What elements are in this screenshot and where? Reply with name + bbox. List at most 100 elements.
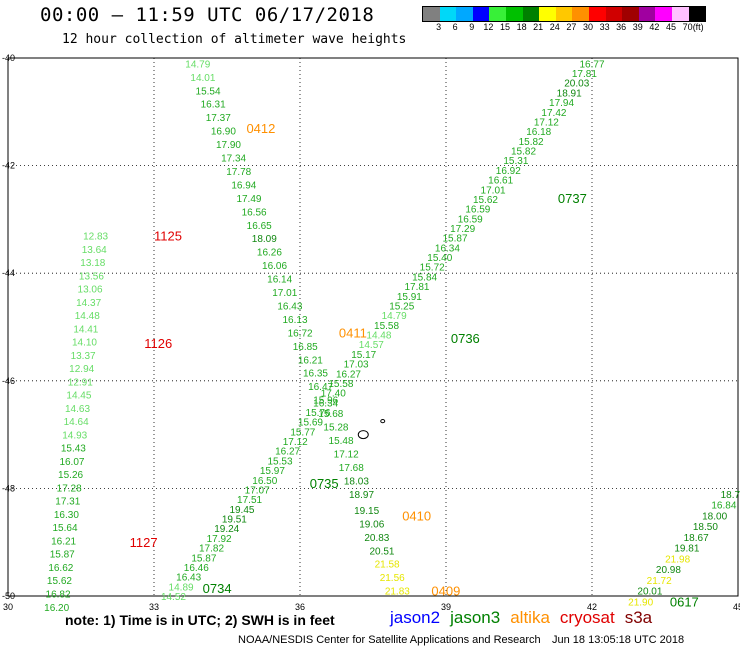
wave-height-value: 13.18	[80, 258, 105, 269]
legend-swatch	[539, 7, 556, 21]
wave-height-value: 15.84	[412, 272, 437, 283]
legend-swatch	[522, 7, 540, 21]
pass-id-label: 1125	[154, 229, 182, 244]
wave-height-value: 16.14	[267, 275, 292, 286]
wave-height-value: 15.28	[323, 423, 348, 434]
wave-height-value: 16.56	[242, 207, 267, 218]
wave-height-value: 14.37	[76, 298, 101, 309]
legend-label: 3	[436, 22, 442, 32]
wave-height-value: 14.79	[185, 59, 210, 70]
wave-height-value: 14.57	[359, 340, 384, 351]
wave-height-value: 16.21	[298, 355, 323, 366]
wave-height-value: 18.91	[557, 88, 582, 99]
wave-height-value: 13.64	[82, 245, 107, 256]
wave-height-value: 21.72	[647, 576, 672, 587]
wave-height-value: 14.79	[382, 311, 407, 322]
wave-height-value: 15.87	[50, 550, 75, 561]
legend-swatch	[472, 7, 490, 21]
wave-height-value: 16.18	[526, 127, 551, 138]
wave-height-value: 18.09	[252, 234, 277, 245]
legend-swatch	[638, 7, 656, 21]
longitude-label: 45	[733, 602, 740, 612]
wave-height-value: 17.68	[339, 463, 364, 474]
wave-height-value: 16.35	[303, 369, 328, 380]
wave-height-value: 17.90	[216, 140, 241, 151]
wave-height-value: 17.29	[450, 224, 475, 235]
wave-height-value: 15.26	[58, 470, 83, 481]
map-subtitle: 12 hour collection of altimeter wave hei…	[62, 32, 407, 47]
wave-height-value: 20.83	[364, 533, 389, 544]
wave-height-value: 16.94	[231, 180, 256, 191]
pass-id-label: 0735	[310, 476, 339, 491]
wave-height-value: 15.17	[351, 350, 376, 361]
wave-height-value: 20.98	[656, 565, 681, 576]
legend-label: 39	[632, 22, 643, 32]
wave-height-value: 14.52	[161, 592, 186, 603]
wave-height-value: 14.10	[72, 338, 97, 349]
legend-label: (ft)	[692, 22, 704, 32]
wave-height-value: 17.07	[245, 485, 270, 496]
pass-id-label: 0409	[431, 584, 460, 599]
wave-height-value: 17.03	[344, 360, 369, 371]
wave-height-value: 19.24	[214, 524, 239, 535]
wave-height-value: 17.12	[334, 449, 359, 460]
wave-height-value: 17.51	[237, 495, 262, 506]
wave-height-value: 15.96	[313, 396, 338, 407]
legend-label: 18	[516, 22, 527, 32]
legend-label: 9	[469, 22, 475, 32]
pass-id-label: 0737	[558, 191, 587, 206]
island-outline	[357, 430, 369, 440]
wave-height-value: 21.56	[380, 573, 405, 584]
wave-height-value: 16.62	[48, 563, 73, 574]
legend-label: 27	[566, 22, 577, 32]
latitude-label: -50	[2, 591, 15, 601]
wave-height-value: 12.91	[68, 377, 93, 388]
legend-swatch	[671, 7, 689, 21]
wave-height-value: 16.26	[257, 248, 282, 259]
wave-height-value: 12.83	[83, 232, 108, 243]
wave-height-value: 17.01	[272, 288, 297, 299]
legend-label: 33	[599, 22, 610, 32]
wave-height-value: 16.20	[44, 603, 69, 614]
wave-height-value: 19.81	[674, 544, 699, 555]
note-text: note: 1) Time is in UTC; 2) SWH is in fe…	[65, 612, 335, 628]
wave-height-value: 20.03	[564, 79, 589, 90]
satellite-cryosat: cryosat	[559, 608, 615, 627]
wave-height-value: 17.37	[206, 113, 231, 124]
wave-height-value: 15.69	[298, 418, 323, 429]
satellite-legend: jason2 jason3 altika cryosat s3a	[390, 608, 662, 628]
wave-height-value: 16.61	[488, 176, 513, 187]
wave-height-value: 14.48	[75, 311, 100, 322]
wave-height-value: 16.27	[275, 447, 300, 458]
wave-height-value: 17.40	[321, 389, 346, 400]
wave-height-value: 17.94	[549, 98, 574, 109]
wave-height-value: 13.06	[78, 285, 103, 296]
wave-height-value: 17.49	[236, 194, 261, 205]
wave-height-value: 18.97	[349, 490, 374, 501]
wave-height-value: 16.30	[54, 510, 79, 521]
wave-height-value: 16.43	[176, 573, 201, 584]
wave-height-value: 15.25	[389, 301, 414, 312]
map-title: 00:00 – 11:59 UTC 06/17/2018	[40, 4, 375, 26]
wave-height-value: 15.76	[306, 408, 331, 419]
wave-height-value: 15.48	[329, 436, 354, 447]
wave-height-value: 17.81	[404, 282, 429, 293]
wave-height-value: 16.65	[247, 221, 272, 232]
pass-id-label: 1126	[144, 336, 172, 351]
wave-height-value: 15.77	[290, 427, 315, 438]
wave-height-value: 12.94	[69, 364, 94, 375]
wave-height-value: 19.06	[359, 519, 384, 530]
island-outline	[380, 419, 386, 424]
wave-height-value: 21.58	[375, 560, 400, 571]
wave-height-value: 15.62	[473, 195, 498, 206]
wave-height-value: 13.37	[71, 351, 96, 362]
wave-height-value: 15.58	[374, 321, 399, 332]
wave-height-value: 15.87	[191, 553, 216, 564]
legend-swatch	[572, 7, 589, 21]
pass-id-label: 1127	[130, 535, 158, 550]
wave-height-value: 17.42	[541, 108, 566, 119]
wave-height-value: 16.59	[465, 205, 490, 216]
wave-height-value: 15.68	[318, 409, 343, 420]
legend-label: 24	[549, 22, 560, 32]
wave-height-value: 15.58	[328, 379, 353, 390]
